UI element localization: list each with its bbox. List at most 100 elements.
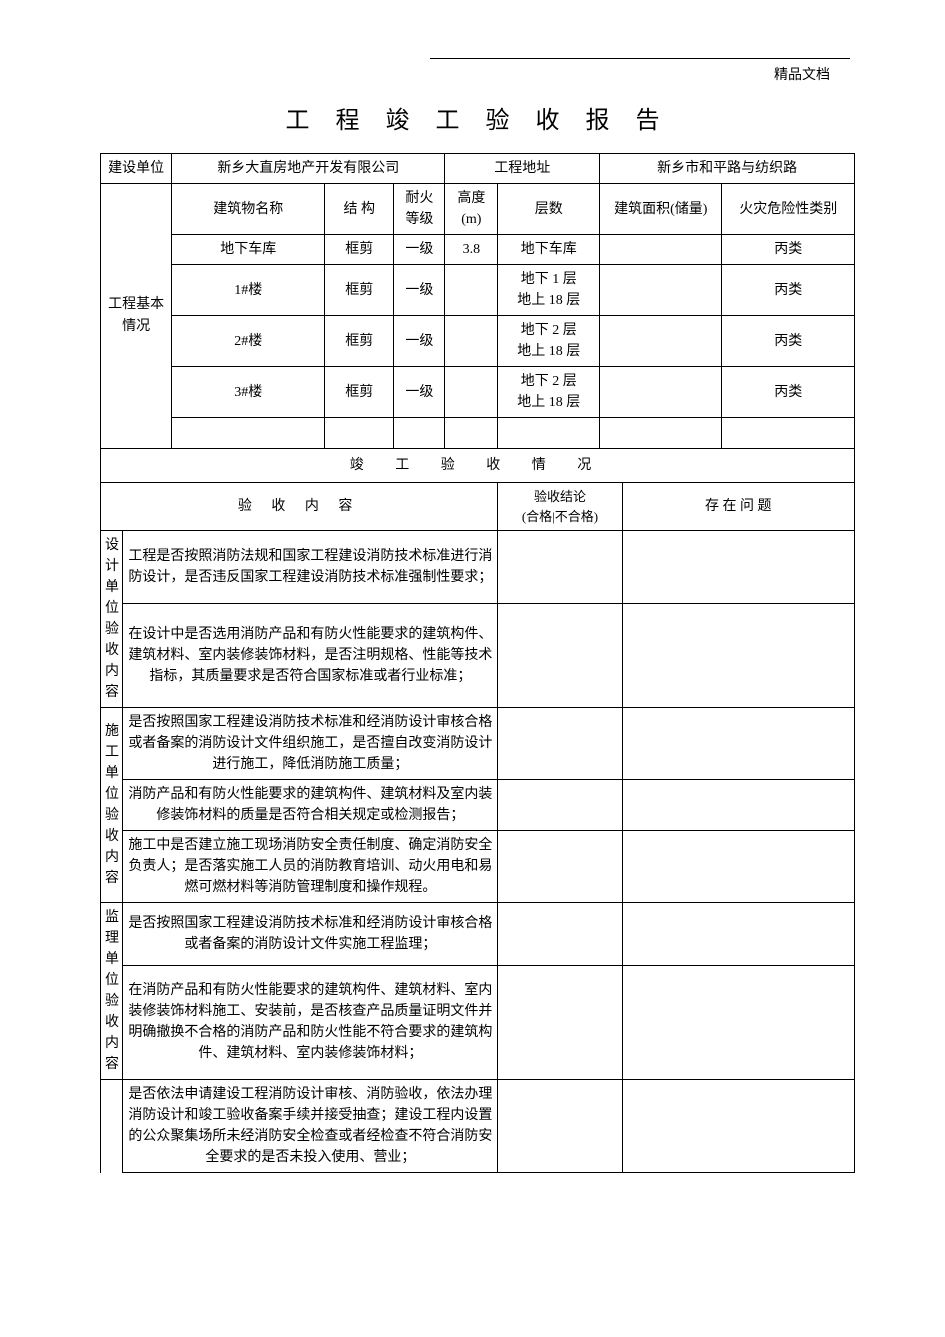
construction-conclusion-1 xyxy=(498,780,622,831)
cell-fire: 一级 xyxy=(394,367,445,418)
owner-problem-0 xyxy=(622,1080,854,1173)
col-name: 建筑物名称 xyxy=(172,184,325,235)
col-height: 高度(m) xyxy=(445,184,498,235)
construction-conclusion-2 xyxy=(498,831,622,903)
cell-height xyxy=(445,265,498,316)
cell-structure: 框剪 xyxy=(325,316,394,367)
cell-name: 3#楼 xyxy=(172,367,325,418)
report-table: 建设单位 新乡大直房地产开发有限公司 工程地址 新乡市和平路与纺织路 工程基本情… xyxy=(100,153,855,1173)
construction-item-2: 施工中是否建立施工现场消防安全责任制度、确定消防安全负责人；是否落实施工人员的消… xyxy=(123,831,498,903)
cell-fire: 一级 xyxy=(394,235,445,265)
cell-area xyxy=(600,265,722,316)
supervision-row-1: 在消防产品和有防火性能要求的建筑构件、建筑材料、室内装修装饰材料施工、安装前，是… xyxy=(101,965,855,1079)
cell-name: 1#楼 xyxy=(172,265,325,316)
col-content: 验 收 内 容 xyxy=(101,483,498,531)
cell-structure: 框剪 xyxy=(325,235,394,265)
design-row-1: 在设计中是否选用消防产品和有防火性能要求的建筑构件、建筑材料、室内装修装饰材料，… xyxy=(101,604,855,708)
cell-hazard: 丙类 xyxy=(722,367,855,418)
cell-area xyxy=(600,367,722,418)
construction-label: 施工单位验收内容 xyxy=(101,708,123,903)
result-header-row: 验 收 内 容 验收结论 (合格|不合格) 存 在 问 题 xyxy=(101,483,855,531)
supervision-problem-0 xyxy=(622,903,854,966)
cell-area xyxy=(600,235,722,265)
document-title: 工 程 竣 工 验 收 报 告 xyxy=(100,100,855,135)
cell-hazard: 丙类 xyxy=(722,235,855,265)
supervision-problem-1 xyxy=(622,965,854,1079)
cell-height xyxy=(445,418,498,449)
col-structure: 结 构 xyxy=(325,184,394,235)
owner-conclusion-0 xyxy=(498,1080,622,1173)
construction-problem-0 xyxy=(622,708,854,780)
design-problem-0 xyxy=(622,531,854,604)
design-item-1: 在设计中是否选用消防产品和有防火性能要求的建筑构件、建筑材料、室内装修装饰材料，… xyxy=(123,604,498,708)
label-address: 工程地址 xyxy=(445,154,600,184)
cell-floors xyxy=(498,418,600,449)
cell-floors: 地下车库 xyxy=(498,235,600,265)
cell-structure: 框剪 xyxy=(325,367,394,418)
owner-item-0: 是否依法申请建设工程消防设计审核、消防验收，依法办理消防设计和竣工验收备案手续并… xyxy=(123,1080,498,1173)
cell-structure xyxy=(325,418,394,449)
situation-title-row: 竣 工 验 收 情 况 xyxy=(101,449,855,483)
owner-label xyxy=(101,1080,123,1173)
cell-fire: 一级 xyxy=(394,316,445,367)
col-area: 建筑面积(储量) xyxy=(600,184,722,235)
supervision-row-0: 监理单位验收内容 是否按照国家工程建设消防技术标准和经消防设计审核合格或者备案的… xyxy=(101,903,855,966)
cell-structure: 框剪 xyxy=(325,265,394,316)
owner-row-0: 是否依法申请建设工程消防设计审核、消防验收，依法办理消防设计和竣工验收备案手续并… xyxy=(101,1080,855,1173)
construction-row-2: 施工中是否建立施工现场消防安全责任制度、确定消防安全负责人；是否落实施工人员的消… xyxy=(101,831,855,903)
cell-height xyxy=(445,367,498,418)
basic-row-2: 2#楼 框剪 一级 地下 2 层 地上 18 层 丙类 xyxy=(101,316,855,367)
cell-height xyxy=(445,316,498,367)
col-hazard: 火灾危险性类别 xyxy=(722,184,855,235)
header-row-1: 建设单位 新乡大直房地产开发有限公司 工程地址 新乡市和平路与纺织路 xyxy=(101,154,855,184)
supervision-label: 监理单位验收内容 xyxy=(101,903,123,1080)
basic-label: 工程基本情况 xyxy=(101,184,172,449)
cell-name: 2#楼 xyxy=(172,316,325,367)
construction-row-1: 消防产品和有防火性能要求的建筑构件、建筑材料及室内装修装饰材料的质量是否符合相关… xyxy=(101,780,855,831)
cell-hazard: 丙类 xyxy=(722,316,855,367)
basic-header-row: 工程基本情况 建筑物名称 结 构 耐火等级 高度(m) 层数 建筑面积(储量) … xyxy=(101,184,855,235)
basic-row-4 xyxy=(101,418,855,449)
situation-title: 竣 工 验 收 情 况 xyxy=(101,449,855,483)
design-conclusion-1 xyxy=(498,604,622,708)
design-row-0: 设计单位验收内容 工程是否按照消防法规和国家工程建设消防技术标准进行消防设计，是… xyxy=(101,531,855,604)
supervision-conclusion-1 xyxy=(498,965,622,1079)
cell-floors: 地下 1 层 地上 18 层 xyxy=(498,265,600,316)
cell-hazard: 丙类 xyxy=(722,265,855,316)
col-conclusion: 验收结论 (合格|不合格) xyxy=(498,483,622,531)
cell-fire: 一级 xyxy=(394,265,445,316)
basic-row-3: 3#楼 框剪 一级 地下 2 层 地上 18 层 丙类 xyxy=(101,367,855,418)
supervision-conclusion-0 xyxy=(498,903,622,966)
header-note: 精品文档 xyxy=(774,64,830,84)
col-problem: 存 在 问 题 xyxy=(622,483,854,531)
col-floors: 层数 xyxy=(498,184,600,235)
cell-hazard xyxy=(722,418,855,449)
basic-row-1: 1#楼 框剪 一级 地下 1 层 地上 18 层 丙类 xyxy=(101,265,855,316)
header-rule xyxy=(430,58,850,59)
basic-row-0: 地下车库 框剪 一级 3.8 地下车库 丙类 xyxy=(101,235,855,265)
design-conclusion-0 xyxy=(498,531,622,604)
construction-item-0: 是否按照国家工程建设消防技术标准和经消防设计审核合格或者备案的消防设计文件组织施… xyxy=(123,708,498,780)
cell-floors: 地下 2 层 地上 18 层 xyxy=(498,316,600,367)
cell-name: 地下车库 xyxy=(172,235,325,265)
design-label: 设计单位验收内容 xyxy=(101,531,123,708)
cell-area xyxy=(600,418,722,449)
cell-area xyxy=(600,316,722,367)
cell-name xyxy=(172,418,325,449)
supervision-item-0: 是否按照国家工程建设消防技术标准和经消防设计审核合格或者备案的消防设计文件实施工… xyxy=(123,903,498,966)
col-fire: 耐火等级 xyxy=(394,184,445,235)
design-problem-1 xyxy=(622,604,854,708)
cell-height: 3.8 xyxy=(445,235,498,265)
label-builder: 建设单位 xyxy=(101,154,172,184)
construction-conclusion-0 xyxy=(498,708,622,780)
construction-problem-1 xyxy=(622,780,854,831)
supervision-item-1: 在消防产品和有防火性能要求的建筑构件、建筑材料、室内装修装饰材料施工、安装前，是… xyxy=(123,965,498,1079)
construction-item-1: 消防产品和有防火性能要求的建筑构件、建筑材料及室内装修装饰材料的质量是否符合相关… xyxy=(123,780,498,831)
value-builder: 新乡大直房地产开发有限公司 xyxy=(172,154,445,184)
value-address: 新乡市和平路与纺织路 xyxy=(600,154,855,184)
cell-fire xyxy=(394,418,445,449)
cell-floors: 地下 2 层 地上 18 层 xyxy=(498,367,600,418)
construction-problem-2 xyxy=(622,831,854,903)
construction-row-0: 施工单位验收内容 是否按照国家工程建设消防技术标准和经消防设计审核合格或者备案的… xyxy=(101,708,855,780)
design-item-0: 工程是否按照消防法规和国家工程建设消防技术标准进行消防设计，是否违反国家工程建设… xyxy=(123,531,498,604)
